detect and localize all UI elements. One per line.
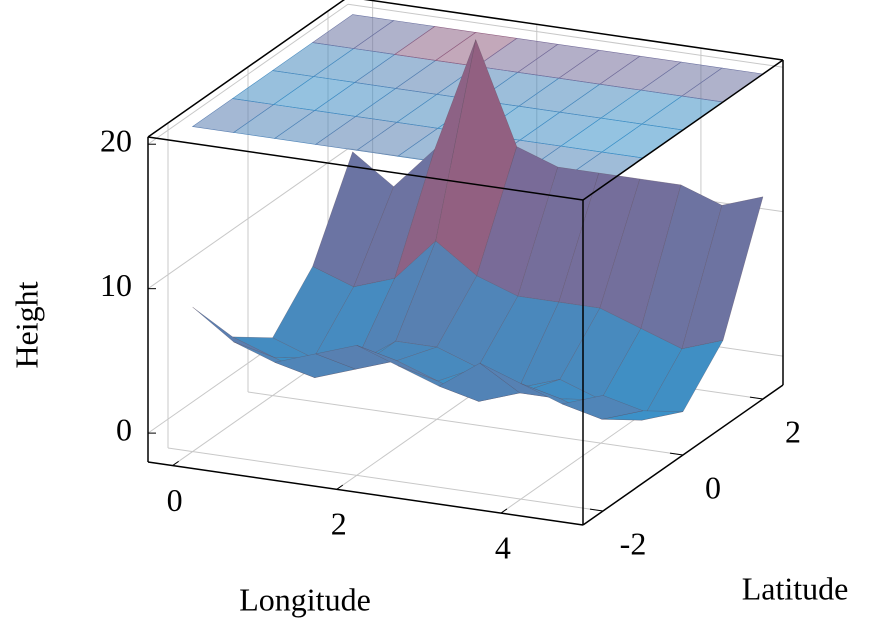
- tick-mark: [336, 484, 344, 490]
- surface-patch: [561, 395, 644, 420]
- z-tick-label: 0: [116, 411, 132, 447]
- x-tick-label: 4: [495, 529, 511, 565]
- x-tick-label: 2: [331, 506, 347, 542]
- y-tick-label: 2: [785, 413, 801, 449]
- z-tick-label: 10: [100, 267, 132, 303]
- tick-mark: [500, 508, 508, 514]
- box-edge: [363, 0, 784, 61]
- box-edge: [582, 59, 784, 201]
- y-tick-label: -2: [620, 525, 647, 561]
- box-edge: [147, 0, 346, 138]
- box-edge: [147, 136, 584, 201]
- tick-mark: [749, 396, 764, 400]
- z-tick-label: 20: [100, 123, 132, 159]
- z-axis-label: Height: [8, 281, 44, 368]
- grid-line: [347, 3, 784, 68]
- grid-line: [147, 3, 349, 145]
- grid-line: [247, 391, 684, 456]
- tick-mark: [669, 452, 684, 456]
- grid-line: [147, 148, 349, 290]
- tick-mark: [589, 508, 604, 512]
- box-edge: [147, 461, 584, 526]
- x-tick-label: 0: [167, 482, 183, 518]
- y-axis-label: Latitude: [742, 570, 849, 606]
- y-tick-label: 0: [705, 469, 721, 505]
- tick-mark: [172, 460, 179, 466]
- grid-line: [167, 447, 604, 512]
- x-axis-label: Longitude: [239, 581, 371, 617]
